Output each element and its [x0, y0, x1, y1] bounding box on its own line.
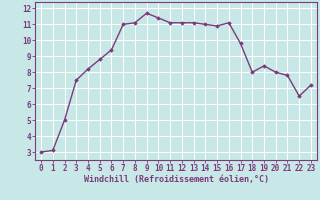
X-axis label: Windchill (Refroidissement éolien,°C): Windchill (Refroidissement éolien,°C) — [84, 175, 268, 184]
